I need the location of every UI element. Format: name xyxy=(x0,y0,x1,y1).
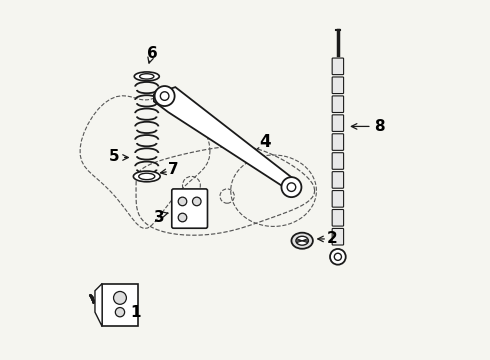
Circle shape xyxy=(115,307,124,317)
Circle shape xyxy=(178,213,187,222)
Circle shape xyxy=(281,177,301,197)
Polygon shape xyxy=(95,284,102,327)
Text: 2: 2 xyxy=(327,231,338,247)
Text: 4: 4 xyxy=(259,134,270,152)
Circle shape xyxy=(193,197,201,206)
Text: 5: 5 xyxy=(109,149,120,164)
Circle shape xyxy=(287,183,296,192)
Circle shape xyxy=(114,292,126,304)
Ellipse shape xyxy=(134,72,159,81)
Circle shape xyxy=(334,253,342,260)
Ellipse shape xyxy=(133,171,160,182)
FancyBboxPatch shape xyxy=(332,190,343,207)
FancyBboxPatch shape xyxy=(332,115,343,131)
Ellipse shape xyxy=(292,233,313,249)
Circle shape xyxy=(160,92,169,100)
Text: 1: 1 xyxy=(131,305,141,320)
FancyBboxPatch shape xyxy=(172,189,207,228)
Text: 7: 7 xyxy=(168,162,179,177)
FancyBboxPatch shape xyxy=(332,96,343,112)
Text: 8: 8 xyxy=(374,119,384,134)
FancyBboxPatch shape xyxy=(332,229,343,245)
FancyBboxPatch shape xyxy=(332,210,343,226)
FancyBboxPatch shape xyxy=(332,134,343,150)
FancyBboxPatch shape xyxy=(332,172,343,188)
Text: 3: 3 xyxy=(154,210,165,225)
Polygon shape xyxy=(154,87,295,194)
Ellipse shape xyxy=(140,74,154,79)
Circle shape xyxy=(155,86,174,106)
Text: 6: 6 xyxy=(147,46,157,61)
FancyBboxPatch shape xyxy=(102,284,138,327)
Circle shape xyxy=(330,249,346,265)
FancyBboxPatch shape xyxy=(332,153,343,169)
FancyBboxPatch shape xyxy=(332,58,343,75)
Ellipse shape xyxy=(139,173,155,180)
Circle shape xyxy=(178,197,187,206)
FancyBboxPatch shape xyxy=(332,77,343,94)
Ellipse shape xyxy=(296,236,308,245)
